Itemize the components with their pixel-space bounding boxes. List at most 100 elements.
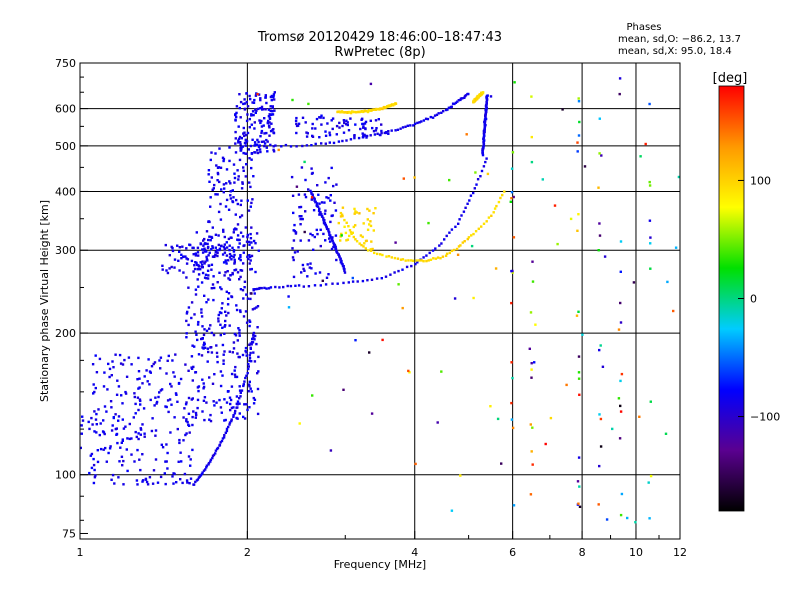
o-mode-point — [161, 446, 165, 449]
o-mode-point — [267, 108, 271, 111]
o-mode-point — [293, 251, 297, 254]
o-mode-point — [206, 347, 209, 350]
o-mode-point — [248, 254, 251, 257]
o-mode-point — [181, 481, 184, 485]
x-mode-point — [366, 218, 369, 221]
o-mode-point — [220, 307, 223, 310]
o-mode-point — [182, 271, 185, 274]
o-mode-point — [267, 119, 270, 123]
o-mode-point — [380, 131, 383, 135]
o-mode-point — [115, 427, 118, 430]
x-mode-point — [485, 220, 488, 223]
o-mode-point — [298, 206, 301, 209]
stats-heading: Phases — [626, 22, 661, 33]
o-mode-point — [259, 97, 262, 100]
o-mode-point — [244, 133, 248, 137]
x-mode-point — [444, 254, 448, 257]
x-mode-point — [463, 240, 466, 243]
x-mode-point — [369, 249, 373, 252]
o-mode-point — [304, 210, 307, 213]
o-mode-point — [208, 327, 211, 330]
o-mode-point — [228, 278, 232, 281]
x-mode-point — [385, 255, 388, 258]
o-mode-point — [227, 259, 230, 262]
o-mode-point — [248, 94, 251, 98]
o-mode-point — [178, 246, 181, 249]
x-mode-point — [474, 230, 478, 233]
o-mode-point — [463, 96, 466, 99]
o-mode-point — [232, 255, 235, 259]
o-mode-point — [327, 228, 330, 231]
o-mode-point — [121, 464, 124, 467]
noise-point — [619, 240, 623, 243]
o-mode-point — [380, 129, 383, 133]
noise-point — [510, 269, 513, 273]
o-mode-point — [292, 211, 295, 215]
o-mode-point — [416, 261, 419, 264]
o-mode-point — [444, 108, 448, 112]
o-mode-point — [138, 398, 142, 401]
x-mode-point — [436, 256, 440, 259]
o-mode-point — [190, 301, 194, 304]
o-mode-point — [250, 113, 253, 116]
o-mode-point — [333, 245, 336, 248]
o-mode-point — [234, 409, 237, 413]
o-mode-point — [179, 451, 182, 454]
x-mode-point — [374, 207, 377, 210]
o-mode-point — [326, 122, 329, 125]
o-mode-point — [251, 110, 255, 113]
o-mode-point — [178, 250, 181, 253]
o-mode-point — [309, 232, 312, 236]
noise-point — [530, 135, 533, 139]
o-mode-point — [202, 347, 205, 350]
o-mode-point — [205, 230, 209, 233]
o-mode-point — [476, 178, 480, 181]
o-mode-point — [339, 258, 342, 261]
x-mode-point — [455, 247, 459, 251]
o-mode-point — [234, 268, 238, 271]
noise-point — [598, 348, 601, 352]
o-mode-point — [271, 106, 274, 109]
y-tick-label: 100 — [55, 469, 76, 482]
noise-point — [565, 383, 568, 387]
o-mode-point — [235, 395, 239, 398]
o-mode-point — [301, 116, 305, 119]
o-mode-point — [240, 199, 243, 202]
o-mode-point — [379, 133, 382, 137]
noise-point — [510, 361, 513, 364]
o-mode-point — [154, 458, 158, 461]
y-tick-label: 75 — [62, 527, 76, 540]
o-mode-point — [459, 98, 462, 102]
o-mode-point — [186, 310, 189, 314]
o-mode-point — [217, 234, 220, 237]
x-mode-point — [399, 258, 403, 261]
o-mode-point — [97, 408, 100, 411]
x-mode-point — [427, 259, 430, 262]
o-mode-point — [405, 265, 409, 269]
o-mode-point — [166, 467, 169, 470]
o-mode-point — [137, 370, 141, 373]
noise-point — [578, 485, 581, 488]
o-mode-point — [230, 236, 233, 239]
o-mode-point — [195, 261, 198, 265]
o-mode-point — [324, 142, 327, 145]
y-tick-label: 300 — [55, 244, 76, 257]
o-mode-point — [257, 355, 260, 359]
x-tick-label: 4 — [411, 546, 418, 559]
noise-point — [291, 98, 294, 102]
o-mode-point — [185, 332, 188, 335]
o-mode-point — [219, 323, 222, 326]
x-mode-point — [472, 232, 475, 236]
o-mode-point — [245, 374, 248, 377]
o-mode-point — [187, 412, 191, 415]
o-mode-point — [115, 393, 119, 396]
o-mode-point — [90, 416, 93, 420]
o-mode-point — [238, 385, 241, 388]
o-mode-point — [219, 286, 222, 289]
o-mode-point — [233, 262, 236, 265]
noise-point — [530, 362, 533, 365]
noise-point — [298, 422, 301, 425]
o-mode-point — [233, 253, 236, 257]
o-mode-point — [263, 132, 266, 135]
o-mode-point — [325, 196, 328, 199]
